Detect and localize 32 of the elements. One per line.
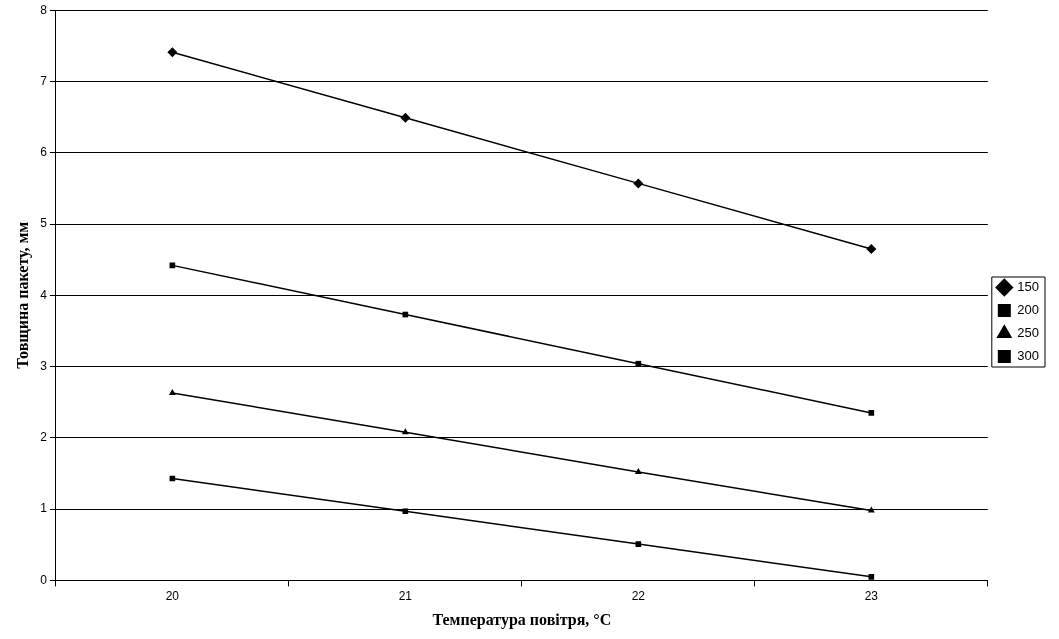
point (400, 112, 411, 123)
legend-label: 250 (1017, 325, 1040, 341)
point (402, 508, 409, 515)
point (868, 410, 875, 416)
x-axis-title: Температура повітря, °C (432, 610, 612, 629)
y-tick-label: 6 (40, 145, 48, 160)
point (868, 574, 875, 580)
x-tick-label: 20 (165, 588, 180, 603)
point (867, 506, 875, 513)
y-tick-label: 8 (40, 2, 48, 17)
point (866, 243, 877, 254)
y-tick-label: 3 (40, 358, 48, 373)
point (633, 178, 644, 189)
y-tick-label: 2 (40, 430, 48, 445)
point (634, 468, 642, 475)
legend-label: 150 (1017, 279, 1040, 295)
point (401, 428, 409, 435)
point (635, 541, 642, 547)
legend-label: 300 (1017, 348, 1040, 364)
y-tick-label: 4 (40, 287, 48, 302)
point (167, 47, 178, 58)
y-tick-label: 7 (40, 73, 48, 88)
point (635, 360, 642, 367)
x-tick-label: 23 (864, 588, 879, 603)
y-tick-label: 5 (40, 216, 48, 231)
legend-label: 200 (1017, 302, 1040, 318)
point (168, 388, 176, 395)
x-tick-label: 22 (631, 588, 646, 603)
y-tick-label: 0 (40, 572, 48, 587)
y-axis-title: Товщина пакету, мм (13, 221, 32, 369)
x-tick-label: 21 (398, 588, 413, 603)
y-tick-label: 1 (40, 501, 48, 516)
